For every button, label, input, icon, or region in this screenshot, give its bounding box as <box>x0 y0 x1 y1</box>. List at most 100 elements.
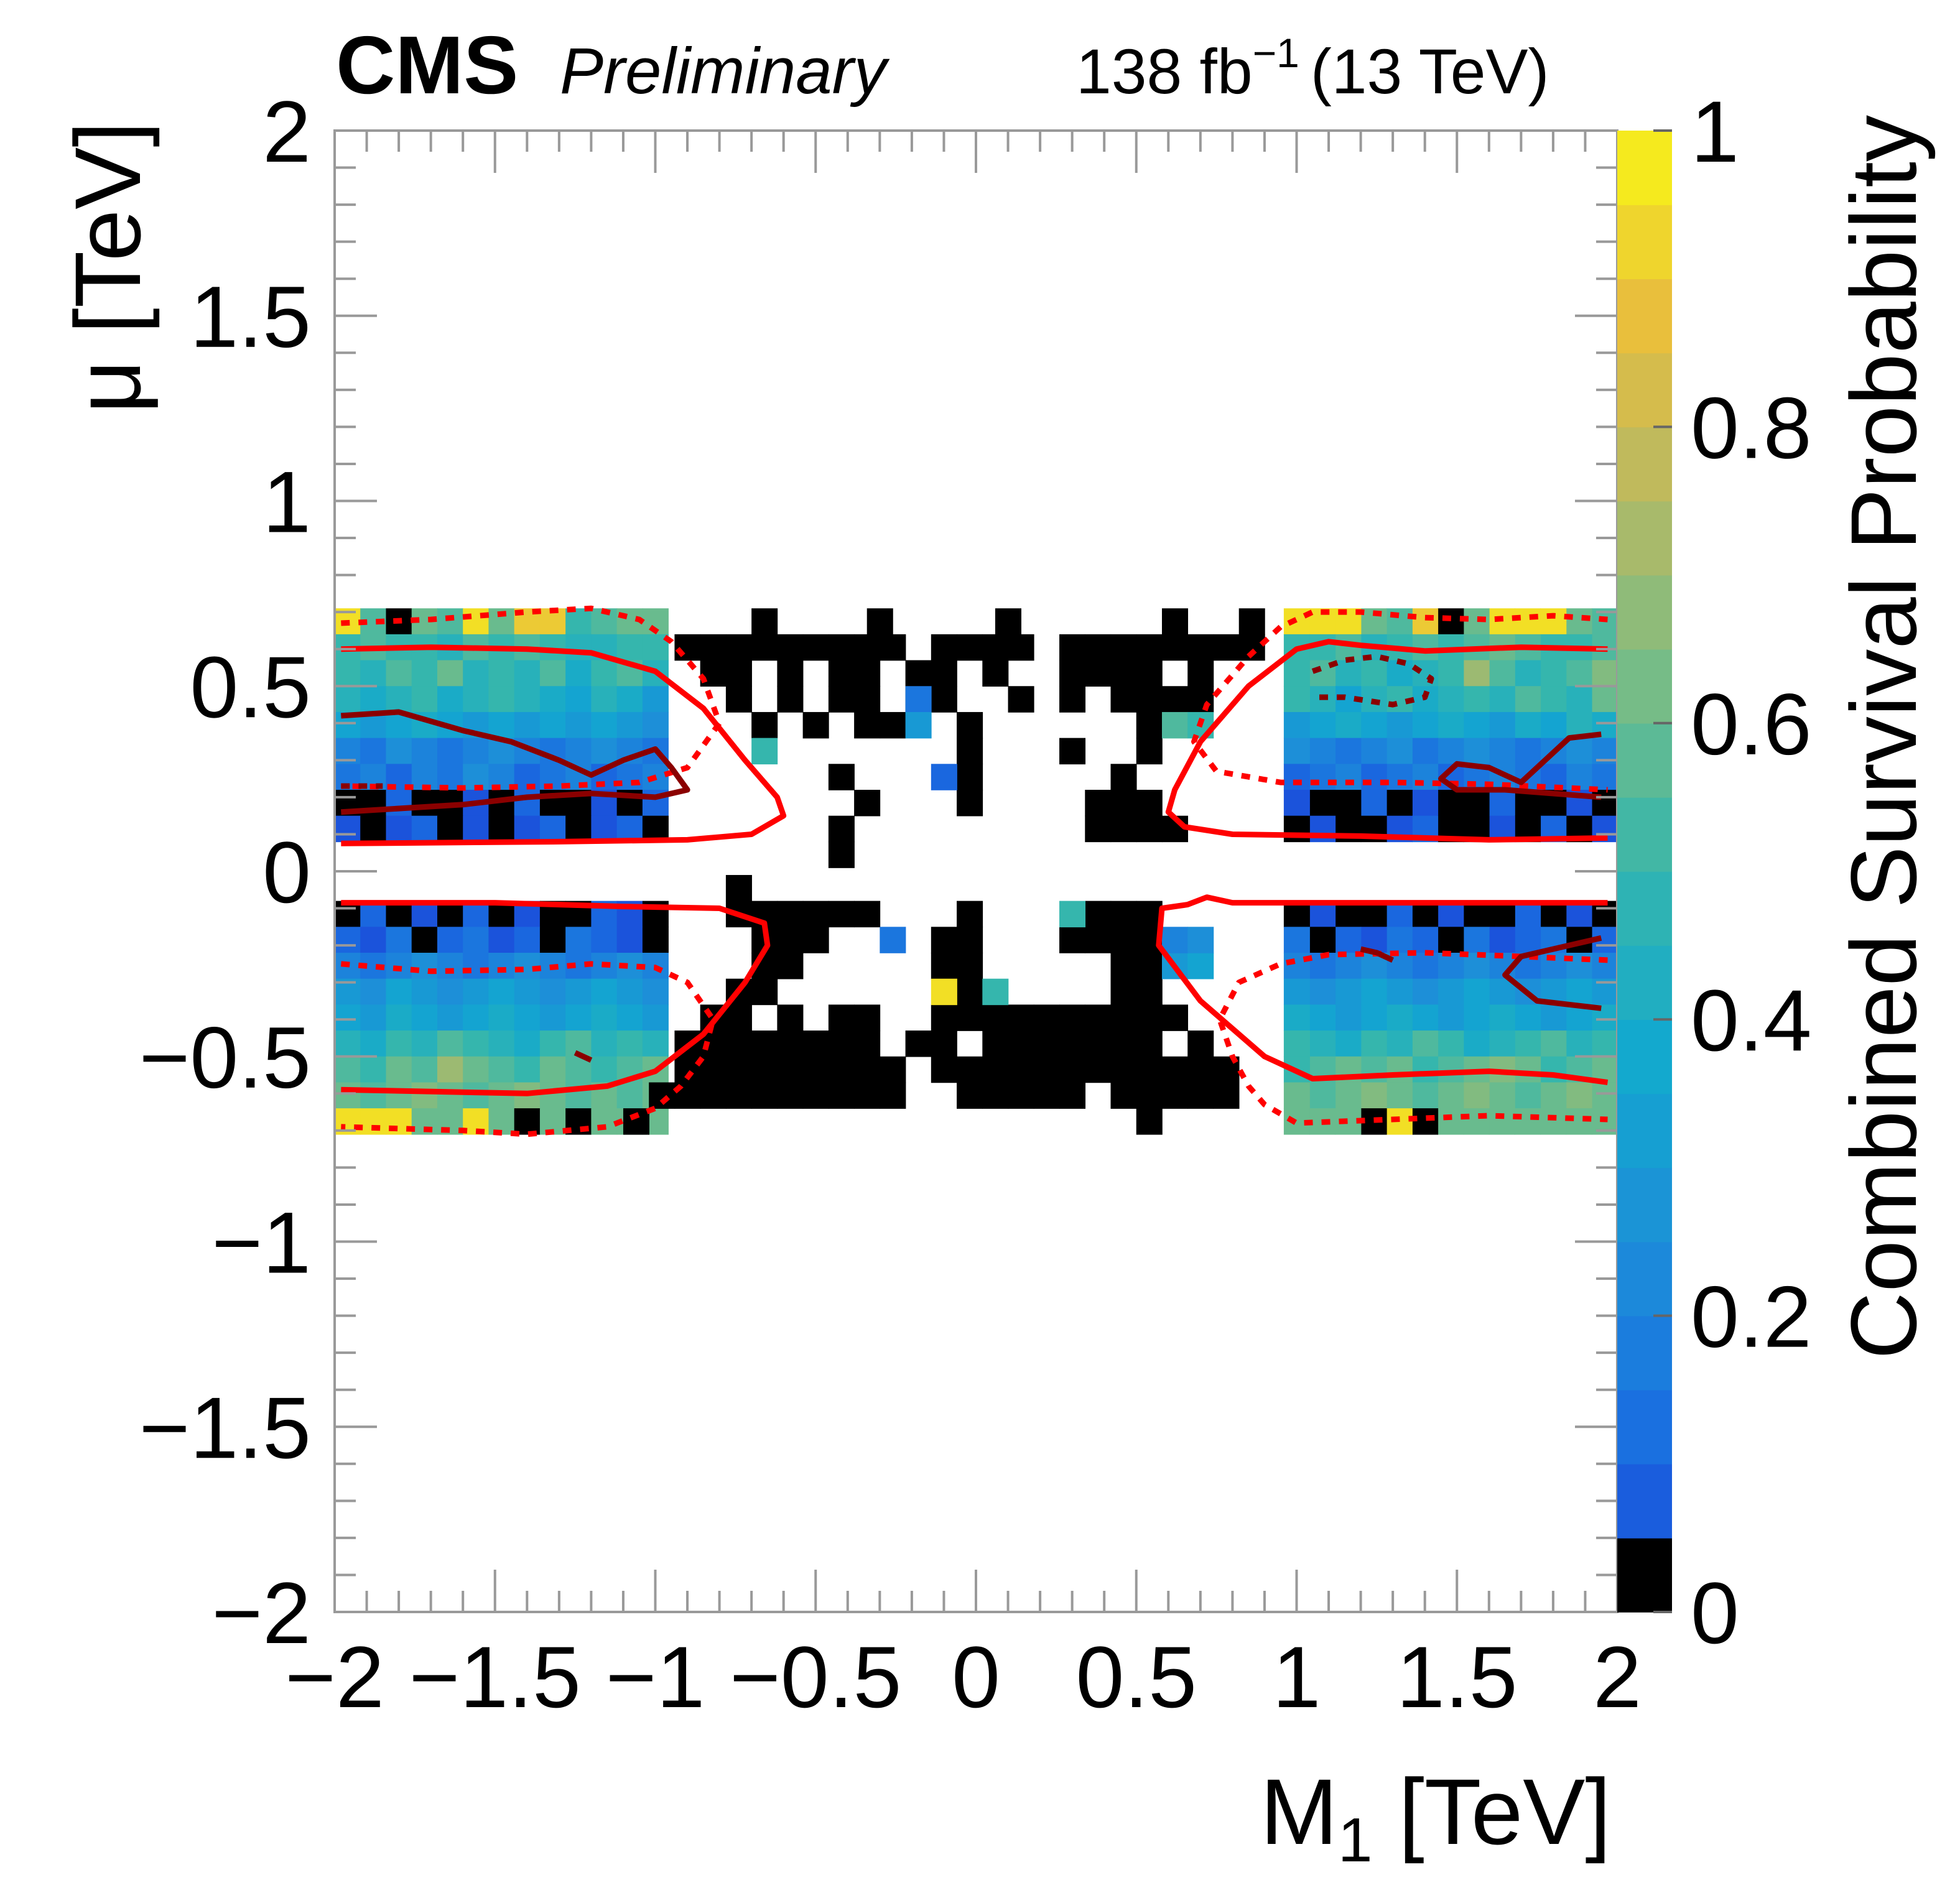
heatmap-cell-zero <box>1085 815 1112 843</box>
heatmap-cell <box>386 927 412 953</box>
heatmap-cell-zero <box>1110 789 1137 817</box>
heatmap-cell <box>1386 711 1413 739</box>
heatmap-cell <box>565 660 592 687</box>
heatmap-cell <box>437 815 463 843</box>
contour-line <box>1438 731 1602 800</box>
heatmap-cell-zero <box>982 1056 1009 1083</box>
heatmap-cell <box>437 927 463 953</box>
heatmap-cell <box>616 764 643 790</box>
heatmap-cells <box>335 608 1618 1135</box>
heatmap-cell <box>1515 1004 1541 1031</box>
heatmap-cell <box>1566 686 1592 713</box>
heatmap-cell-zero <box>1085 660 1112 687</box>
heatmap-cell-zero <box>828 660 855 687</box>
heatmap-cell-zero <box>854 686 881 713</box>
color-scale-swatch <box>1617 1389 1672 1465</box>
heatmap-cell-zero <box>1085 1056 1112 1083</box>
x-axis-title-main: M <box>1260 1759 1338 1864</box>
heatmap-cell-zero <box>1008 1004 1034 1031</box>
heatmap-cell <box>1463 978 1490 1006</box>
heatmap-cell <box>488 1056 515 1083</box>
heatmap-cell-zero <box>880 1056 906 1083</box>
heatmap-cell <box>463 686 490 713</box>
color-scale-tick-label: 0.4 <box>1691 971 1812 1069</box>
experiment-label: CMS <box>336 19 518 111</box>
heatmap-cell <box>437 1030 463 1057</box>
heatmap-cell <box>386 686 412 713</box>
heatmap-cell <box>360 1004 387 1031</box>
x-axis-ticks: −2 −1.5 −1 −0.5 0 0.5 1 1.5 2 <box>285 131 1642 1726</box>
heatmap-cell <box>386 1030 412 1057</box>
heatmap-cell-zero <box>1085 1030 1112 1057</box>
x-axis-title-unit: [TeV] <box>1373 1759 1612 1864</box>
heatmap-cell <box>1489 608 1515 635</box>
heatmap-cell <box>463 978 490 1006</box>
contour-line <box>1165 639 1608 843</box>
heatmap-cell <box>463 1056 490 1083</box>
heatmap-cell-zero <box>828 1004 855 1031</box>
y-tick-label: −1 <box>211 1194 311 1292</box>
heatmap-cell-zero <box>957 901 983 928</box>
heatmap-cell-zero <box>777 1004 804 1031</box>
x-tick-label: −1.5 <box>409 1628 581 1726</box>
heatmap-cell <box>1283 789 1310 817</box>
heatmap-cell <box>411 953 438 979</box>
heatmap-cell-zero <box>1059 686 1086 713</box>
heatmap-cell-zero <box>1059 738 1086 765</box>
heatmap-cell <box>1059 901 1086 928</box>
color-scale-swatch <box>1617 279 1672 354</box>
heatmap-cell <box>437 608 463 635</box>
heatmap-cell <box>335 1004 361 1031</box>
heatmap-cell-zero <box>1059 1004 1086 1031</box>
heatmap-cell-zero <box>1187 1030 1214 1057</box>
heatmap-cell <box>616 1082 643 1109</box>
heatmap-cell <box>1489 686 1515 713</box>
heatmap-cell <box>1463 711 1490 739</box>
heatmap-cell <box>642 1004 669 1031</box>
heatmap-cell-zero <box>957 927 983 953</box>
heatmap-cell <box>565 686 592 713</box>
heatmap-cell <box>1515 1082 1541 1109</box>
heatmap-cell <box>1437 1108 1464 1135</box>
heatmap-cell-zero <box>777 927 804 953</box>
heatmap-cell <box>335 927 361 953</box>
heatmap-cell <box>565 608 592 635</box>
heatmap-cell <box>1386 927 1413 953</box>
heatmap-cell <box>386 660 412 687</box>
heatmap-cell <box>1309 1082 1336 1109</box>
heatmap-cell-zero <box>802 927 829 953</box>
heatmap-cell-zero <box>777 634 804 661</box>
heatmap-cell-zero <box>1059 660 1086 687</box>
heatmap-cell <box>1540 711 1567 739</box>
heatmap-cell-zero <box>1110 815 1137 843</box>
heatmap-cell <box>565 738 592 765</box>
heatmap-cell <box>386 738 412 765</box>
contour-line <box>340 961 716 1137</box>
contour-line <box>1360 946 1394 963</box>
heatmap-cell-zero <box>1085 901 1112 928</box>
heatmap-cell <box>1412 978 1439 1006</box>
heatmap-cell-zero <box>880 1082 906 1109</box>
heatmap-cell-zero <box>1136 1056 1163 1083</box>
color-scale-tick-label: 1 <box>1691 83 1739 180</box>
color-scale-swatch <box>1617 1537 1672 1613</box>
heatmap-cell <box>411 1004 438 1031</box>
heatmap-cell <box>1412 953 1439 979</box>
heatmap-cell <box>1283 1004 1310 1031</box>
heatmap-cell <box>463 608 490 635</box>
heatmap-cell-zero <box>828 1030 855 1057</box>
heatmap-cell <box>1489 927 1515 953</box>
heatmap-cell-zero <box>1110 660 1137 687</box>
heatmap-cell <box>1489 738 1515 765</box>
heatmap-cell-zero <box>1085 789 1112 817</box>
heatmap-cell <box>642 686 669 713</box>
heatmap-cell <box>488 711 515 739</box>
color-scale-swatch <box>1617 649 1672 724</box>
heatmap-cell-zero <box>1059 1030 1086 1057</box>
heatmap-cell <box>1463 789 1490 817</box>
heatmap-cell-zero <box>1161 1056 1189 1083</box>
heatmap-cell <box>386 789 412 817</box>
heatmap-cell <box>1309 738 1336 765</box>
heatmap-cell <box>1161 927 1189 953</box>
